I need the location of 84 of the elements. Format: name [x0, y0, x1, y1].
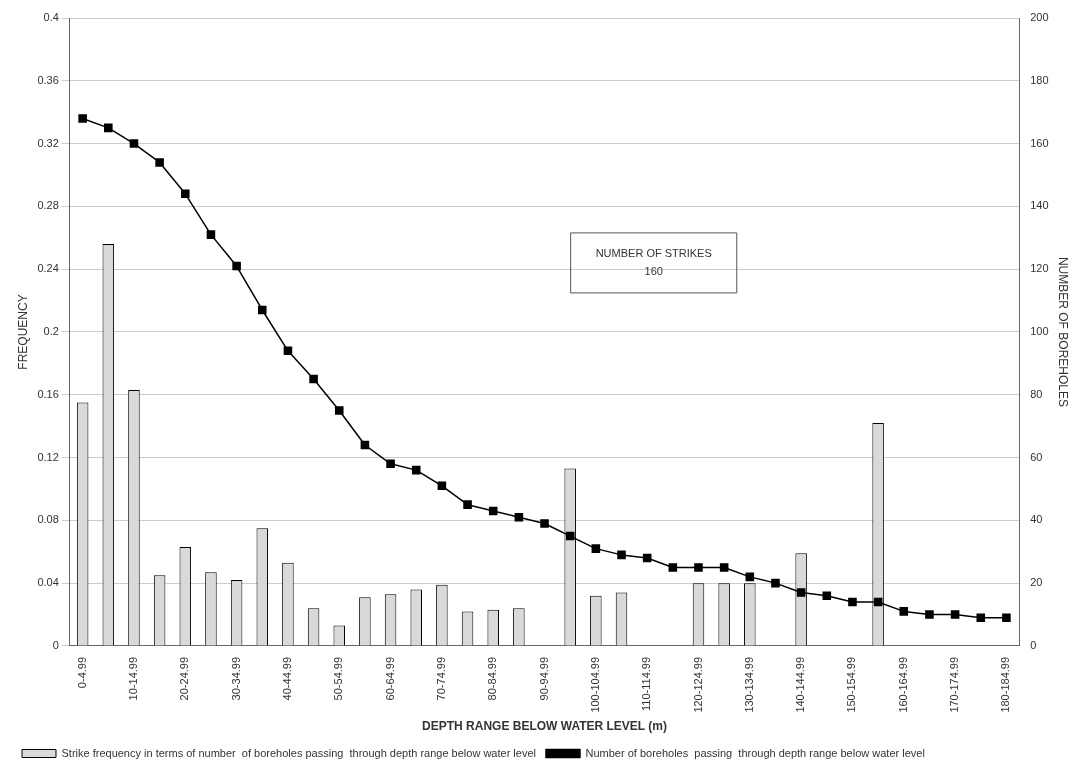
x-tick-label: 170-174.99	[948, 656, 961, 713]
x-tick-label: 20-24.99	[178, 656, 191, 701]
point	[694, 563, 703, 572]
y-tick-label: 0.2	[43, 325, 59, 337]
y2-tick-label: 20	[1030, 576, 1043, 589]
y2-tick-label: 80	[1030, 387, 1043, 400]
point	[488, 506, 498, 516]
x-tick-label: 70-74.99	[434, 656, 447, 701]
point	[642, 553, 652, 563]
point	[360, 440, 370, 450]
point	[257, 305, 267, 315]
x-tick-label: 40-44.99	[280, 656, 293, 701]
point	[514, 512, 524, 522]
point	[334, 406, 344, 415]
x-tick-label: 10-14.99	[126, 656, 139, 701]
y2-tick-label: 160	[1030, 136, 1049, 149]
y-tick-label: 0.24	[37, 262, 59, 275]
y2-tick-label: 60	[1030, 450, 1043, 463]
annotation: NUMBER OF STRIKES 160	[595, 246, 712, 277]
y-tick-label: 0.32	[37, 136, 59, 149]
y2-tick-label: 100	[1030, 325, 1049, 337]
y2-tick-label: 40	[1030, 513, 1043, 526]
y-tick-label: 0.28	[37, 199, 59, 212]
y2-axis-title: NUMBER OF BOREHOLES	[1056, 256, 1071, 407]
x-tick-label: 110-114.99	[640, 656, 653, 711]
point	[283, 346, 293, 356]
point	[155, 158, 164, 167]
legend-label: Number of boreholes passing through depth range below water level	[585, 746, 925, 759]
point	[873, 597, 883, 607]
point	[181, 189, 190, 199]
point	[386, 459, 395, 469]
point	[206, 230, 216, 239]
point	[899, 607, 909, 616]
point	[129, 139, 139, 148]
point	[848, 597, 857, 607]
x-tick-label: 30-34.99	[229, 656, 242, 701]
point	[719, 563, 729, 572]
point	[617, 550, 626, 560]
x-tick-label: 0-4.99	[75, 656, 88, 689]
point	[309, 374, 318, 384]
point	[591, 544, 601, 553]
y-tick-label: 0	[52, 638, 59, 651]
y-tick-label: 0.16	[37, 387, 59, 400]
x-axis-title: DEPTH RANGE BELOW WATER LEVEL (m)	[422, 719, 667, 734]
point	[925, 610, 934, 619]
point	[950, 610, 960, 619]
x-tick-label: 80-84.99	[486, 656, 499, 701]
y2-tick-label: 0	[1030, 638, 1037, 651]
point	[78, 114, 87, 123]
y-tick-label: 0.36	[37, 73, 59, 86]
y-tick-label: 0.4	[43, 11, 59, 24]
x-tick-label: 130-134.99	[742, 656, 755, 713]
x-tick-label: 180-184.99	[999, 656, 1012, 713]
point	[1002, 613, 1011, 622]
y2-tick-label: 120	[1030, 262, 1049, 275]
point	[796, 588, 806, 597]
point	[822, 591, 832, 600]
x-tick-label: 150-154.99	[845, 656, 858, 713]
point	[540, 519, 549, 528]
point	[104, 123, 113, 133]
x-tick-label: 100-104.99	[588, 656, 601, 713]
y-tick-label: 0.08	[37, 513, 59, 526]
point	[976, 613, 986, 622]
point	[565, 531, 575, 541]
x-tick-label: 120-124.99	[691, 656, 704, 713]
x-tick-label: 50-54.99	[332, 656, 345, 701]
point	[745, 572, 755, 582]
y-axis-title: FREQUENCY	[15, 294, 30, 370]
y2-tick-label: 140	[1030, 199, 1049, 212]
point	[771, 578, 780, 588]
x-tick-label: 160-164.99	[896, 656, 909, 713]
point	[668, 563, 678, 572]
y-tick-label: 0.04	[37, 576, 59, 589]
point	[232, 261, 241, 271]
x-tick-label: 90-94.99	[537, 656, 550, 701]
y-tick-label: 0.12	[37, 450, 59, 463]
point	[437, 481, 447, 491]
legend-label: Strike frequency in terms of number of boreholes passing through depth range below water level	[61, 746, 536, 759]
point	[411, 465, 421, 475]
y2-tick-label: 180	[1030, 73, 1049, 86]
x-tick-label: 60-64.99	[383, 656, 396, 701]
point	[463, 500, 472, 509]
x-tick-label: 140-144.99	[794, 656, 807, 713]
y2-tick-label: 200	[1030, 11, 1049, 24]
